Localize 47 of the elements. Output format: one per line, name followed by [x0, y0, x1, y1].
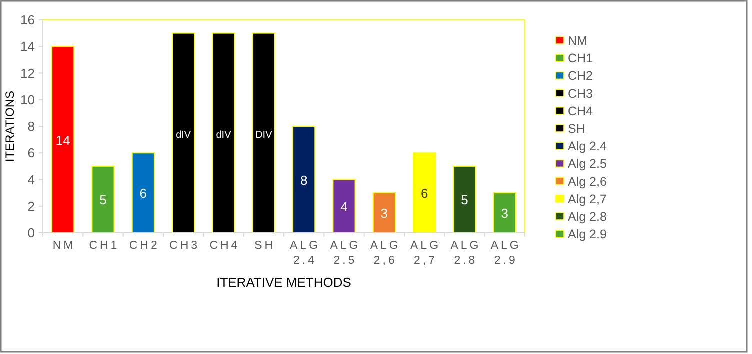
data-label: 3	[380, 206, 388, 222]
y-tick-label: 0	[28, 226, 35, 240]
x-tick-label: ALG 2.5	[330, 240, 361, 267]
y-axis-title: ITERATIONS	[3, 90, 17, 162]
legend-label: Alg 2.5	[568, 157, 607, 172]
x-tick-label: SH	[254, 240, 276, 252]
data-label: 3	[501, 206, 509, 222]
x-tick-label: NM	[52, 240, 76, 252]
y-tick-label: 10	[20, 92, 35, 108]
data-label: dIV	[216, 130, 232, 142]
x-tick-label: CH4	[210, 240, 240, 252]
x-tick-label: ALG 2.4	[290, 240, 321, 267]
legend-label: SH	[568, 122, 586, 136]
x-tick-label: CH3	[170, 240, 200, 252]
x-tick-label: ALG 2,6	[370, 240, 401, 267]
legend-label: CH1	[568, 52, 594, 66]
legend-label: CH2	[568, 69, 594, 84]
x-axis-title: ITERATIVE METHODS	[216, 275, 352, 290]
x-tick-label: CH2	[129, 240, 160, 252]
y-tick-label: 16	[20, 12, 35, 28]
data-label: 5	[100, 192, 107, 208]
legend-label: Alg 2,6	[568, 174, 607, 189]
x-tick-label: ALG 2.9	[490, 240, 522, 267]
data-label: 8	[300, 172, 308, 188]
legend-label: Alg 2.9	[568, 228, 607, 242]
y-tick-label: 8	[28, 119, 35, 134]
y-tick-label: 4	[28, 172, 35, 188]
data-label: 6	[420, 186, 428, 202]
data-label: 4	[340, 199, 348, 214]
data-label: dIV	[176, 130, 192, 142]
data-label: 14	[56, 132, 70, 148]
data-label: 6	[140, 186, 148, 202]
legend-label: Alg 2,7	[568, 192, 607, 206]
y-tick-label: 14	[20, 39, 35, 54]
legend-label: Alg 2.8	[568, 210, 607, 224]
data-label: DIV	[256, 130, 273, 142]
legend-label: Alg 2.4	[568, 140, 607, 154]
y-tick-label: 12	[20, 66, 35, 81]
x-tick-label: CH1	[89, 240, 120, 252]
legend-label: NM	[568, 34, 588, 48]
legend-label: CH3	[568, 86, 594, 101]
data-label: 5	[461, 192, 468, 208]
x-tick-label: ALG 2,7	[410, 240, 442, 267]
y-tick-label: 2	[28, 198, 35, 214]
x-tick-label: ALG 2.8	[450, 240, 482, 267]
legend-label: CH4	[568, 104, 594, 118]
y-tick-label: 6	[28, 146, 35, 161]
